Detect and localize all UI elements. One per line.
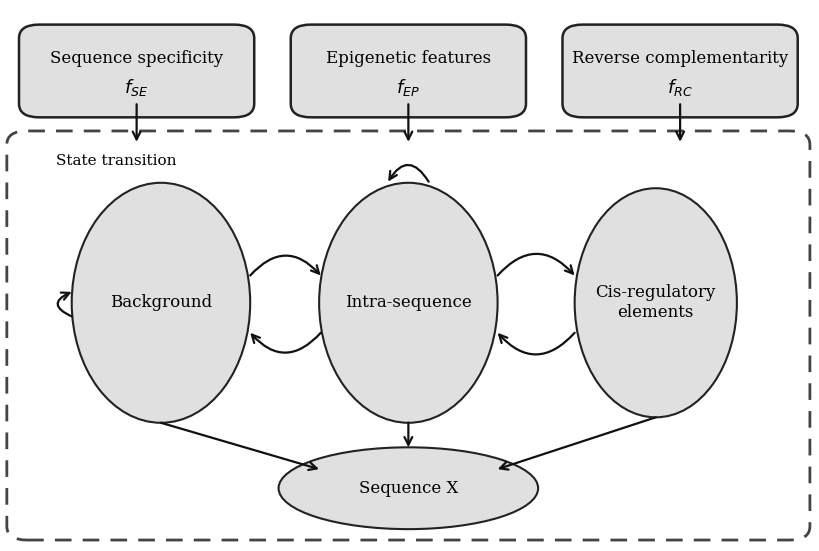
Text: State transition: State transition	[56, 154, 176, 168]
FancyBboxPatch shape	[291, 25, 525, 117]
Text: Sequence specificity: Sequence specificity	[50, 51, 223, 67]
FancyBboxPatch shape	[7, 131, 809, 540]
Ellipse shape	[278, 447, 537, 529]
Text: Reverse complementarity: Reverse complementarity	[572, 51, 787, 67]
Text: Cis-regulatory
elements: Cis-regulatory elements	[595, 284, 715, 321]
Ellipse shape	[71, 183, 250, 423]
Ellipse shape	[574, 188, 736, 417]
Ellipse shape	[319, 183, 497, 423]
Text: Background: Background	[110, 294, 212, 311]
Text: $f_{SE}$: $f_{SE}$	[124, 77, 148, 98]
FancyBboxPatch shape	[19, 25, 254, 117]
Text: Sequence X: Sequence X	[358, 480, 458, 496]
FancyBboxPatch shape	[562, 25, 797, 117]
Text: $f_{RC}$: $f_{RC}$	[667, 77, 692, 98]
Text: Intra-sequence: Intra-sequence	[345, 294, 471, 311]
Text: Epigenetic features: Epigenetic features	[325, 51, 491, 67]
Text: $f_{EP}$: $f_{EP}$	[396, 77, 420, 98]
